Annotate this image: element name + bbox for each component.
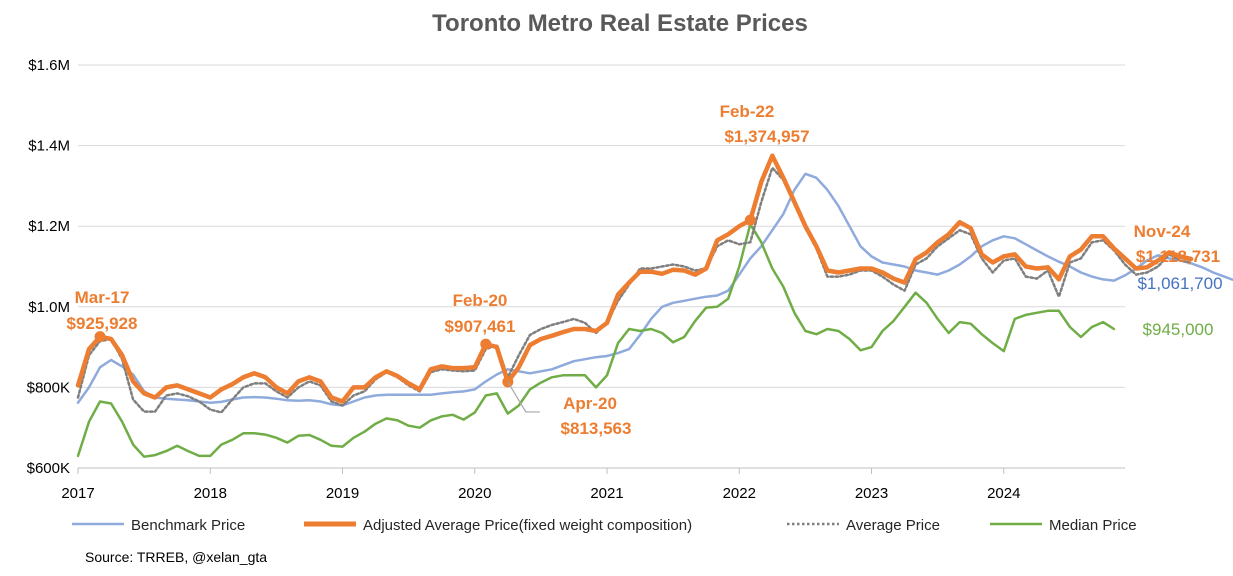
annotation-feb20-value: $907,461 <box>445 317 516 336</box>
y-tick-label: $1.4M <box>28 138 70 155</box>
gridlines <box>78 64 1125 388</box>
series-line-median <box>76 222 1116 458</box>
x-tick-label: 2018 <box>194 485 227 502</box>
annotation-marker <box>94 331 106 343</box>
x-tick-label: 2019 <box>326 485 359 502</box>
end-label-median: $945,000 <box>1143 320 1214 339</box>
x-tick-label: 2021 <box>590 485 623 502</box>
end-label-benchmark: $1,061,700 <box>1137 274 1222 293</box>
annotation-feb20-date: Feb-20 <box>453 291 508 310</box>
annotation-marker <box>480 338 492 350</box>
source-note: Source: TRREB, @xelan_gta <box>85 549 267 565</box>
series-line-adjusted <box>75 153 1194 404</box>
annotation-nov24-value: $1,118,731 <box>1136 247 1220 266</box>
chart-title: Toronto Metro Real Estate Prices <box>432 10 808 37</box>
legend-label-adjusted: Adjusted Average Price(fixed weight comp… <box>363 517 692 534</box>
annotation-apr20-value: $813,563 <box>561 419 632 438</box>
series-line-benchmark <box>76 172 1233 407</box>
annotation-nov24-date: Nov-24 <box>1134 222 1191 241</box>
y-tick-label: $1.0M <box>28 299 70 316</box>
x-tick-label: 2023 <box>855 485 888 502</box>
legend-label-median: Median Price <box>1049 517 1137 534</box>
x-tick-label: 2022 <box>723 485 756 502</box>
x-tick-label: 2020 <box>458 485 491 502</box>
y-tick-label: $1.6M <box>28 57 70 74</box>
annotation-mar17-date: Mar-17 <box>75 288 130 307</box>
annotation-apr20-date: Apr-20 <box>563 394 617 413</box>
x-tick-label: 2017 <box>61 485 94 502</box>
legend-label-average: Average Price <box>846 517 940 534</box>
legend-label-benchmark: Benchmark Price <box>131 517 245 534</box>
plot-area <box>75 153 1233 458</box>
legend: Benchmark Price Adjusted Average Price(f… <box>72 517 1137 534</box>
annotation-feb22-date: Feb-22 <box>720 102 775 121</box>
annotation-feb22-value: $1,374,957 <box>724 127 809 146</box>
annotation-markers <box>94 214 756 413</box>
x-axis: 2017 2018 2019 2020 2021 2022 2023 2024 <box>61 468 1020 502</box>
y-axis: $600K $800K $1.0M $1.2M $1.4M $1.6M <box>27 57 70 477</box>
annotation-mar17-value: $925,928 <box>67 314 138 333</box>
x-tick-label: 2024 <box>987 485 1020 502</box>
y-tick-label: $1.2M <box>28 218 70 235</box>
y-tick-label: $600K <box>27 460 70 477</box>
annotation-leader-line <box>507 381 540 413</box>
annotation-marker <box>744 214 756 226</box>
y-tick-label: $800K <box>27 379 70 396</box>
